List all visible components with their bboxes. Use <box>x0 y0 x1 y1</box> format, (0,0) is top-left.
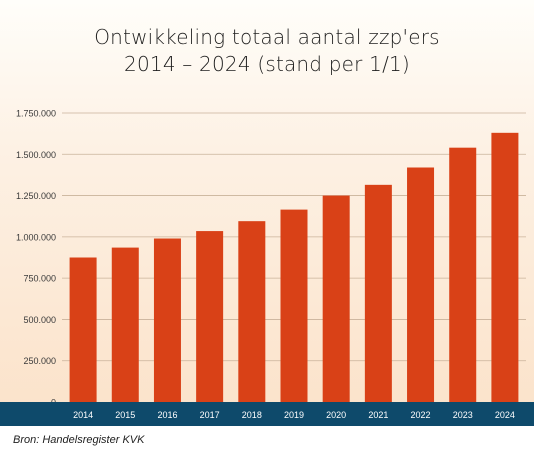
bar <box>364 184 392 402</box>
bar <box>491 132 519 402</box>
bar <box>449 147 477 402</box>
y-tick-label: 1.000.000 <box>16 232 56 242</box>
chart-title: Ontwikkeling totaal aantal zzp'ers 2014 … <box>0 24 534 78</box>
chart-title-line-1: Ontwikkeling totaal aantal zzp'ers <box>94 25 440 49</box>
x-tick-label: 2021 <box>368 410 388 420</box>
x-tick-label: 2014 <box>73 410 93 420</box>
bar <box>153 238 181 402</box>
y-tick-label: 250.000 <box>23 356 56 366</box>
x-tick-label: 2020 <box>326 410 346 420</box>
y-tick-label: 1.750.000 <box>16 109 56 119</box>
x-axis-band <box>0 402 534 426</box>
bar <box>111 247 139 402</box>
bar <box>69 257 97 402</box>
x-tick-label: 2023 <box>453 410 473 420</box>
x-tick-label: 2019 <box>284 410 304 420</box>
y-tick-label: 750.000 <box>23 274 56 284</box>
source-note: Bron: Handelsregister KVK <box>13 434 145 446</box>
y-tick-label: 500.000 <box>23 315 56 325</box>
chart-card: Ontwikkeling totaal aantal zzp'ers 2014 … <box>0 0 534 426</box>
x-tick-label: 2018 <box>242 410 262 420</box>
y-tick-label: 1.500.000 <box>16 150 56 160</box>
bar-chart: 0250.000500.000750.0001.000.0001.250.000… <box>0 109 534 426</box>
bar <box>238 221 266 402</box>
x-tick-label: 2016 <box>157 410 177 420</box>
chart-title-line-2: 2014 – 2024 (stand per 1/1) <box>124 52 410 76</box>
y-tick-label: 1.250.000 <box>16 191 56 201</box>
bar <box>407 167 435 402</box>
x-tick-label: 2017 <box>200 410 220 420</box>
bar <box>196 231 224 402</box>
x-tick-label: 2022 <box>411 410 431 420</box>
x-tick-label: 2024 <box>495 410 515 420</box>
bar <box>322 195 350 402</box>
bar <box>280 209 308 402</box>
x-tick-label: 2015 <box>115 410 135 420</box>
